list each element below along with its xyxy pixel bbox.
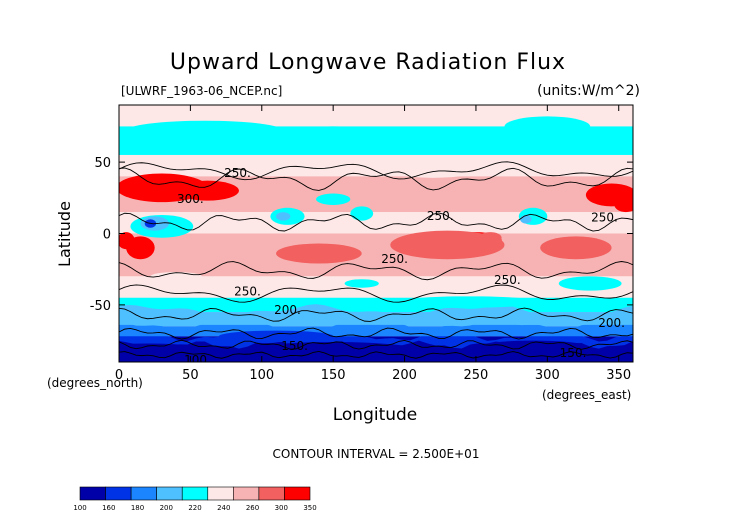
field-blob (390, 230, 505, 260)
x-axis-ticks: 0 50 100 150 200 250 300 350 (115, 105, 631, 383)
contour-label: 250. (427, 209, 454, 223)
field-band-edge (119, 304, 633, 325)
colorbar-swatch (105, 486, 132, 501)
field-blob (504, 116, 591, 137)
colorbar-level-label: 200 (160, 504, 173, 512)
field-blob (126, 120, 284, 141)
colorbar-swatch (258, 486, 285, 501)
field-blob (119, 343, 205, 358)
y-tick-label: 0 (103, 228, 111, 243)
y-unit-note: (degrees_north) (47, 376, 143, 390)
field-blob (614, 197, 633, 213)
field-blob (316, 193, 351, 205)
colorbar-level-label: 220 (188, 504, 201, 512)
plot-area: 250. 300. 250. 250. 250. 250. 250. 200. 200. 150.… (119, 105, 633, 367)
contour-label: 100. (184, 353, 211, 367)
field-blob (520, 214, 532, 224)
colorbar-level-label: 240 (217, 504, 230, 512)
x-unit-note: (degrees_east) (542, 388, 631, 402)
contour-line (119, 327, 633, 340)
colorbar-swatch (233, 486, 260, 501)
x-tick-label: 300 (535, 368, 560, 383)
colorbar-level-label: 180 (131, 504, 144, 512)
contour-lines (119, 161, 633, 359)
file-label: [ULWRF_1963-06_NCEP.nc] (121, 84, 282, 98)
contour-label: 250. (494, 273, 521, 287)
contour-label: 300. (177, 192, 204, 206)
contour-line (119, 284, 633, 303)
field-band (119, 276, 633, 298)
field-blob (176, 180, 239, 201)
x-axis-label: Longitude (333, 405, 418, 425)
colorbar-level-label: 100 (73, 504, 86, 512)
field-blob (350, 206, 374, 221)
x-tick-label: 100 (249, 368, 274, 383)
contour-label: 150. (281, 339, 308, 353)
contour-label: 250. (591, 210, 618, 224)
contour-line (119, 307, 633, 322)
colorbar-swatch (79, 486, 106, 501)
x-tick-label: 150 (321, 368, 346, 383)
contour-label: 150. (560, 346, 587, 360)
field-band (119, 105, 633, 127)
contour-label: 250. (224, 166, 251, 180)
field-blob (475, 340, 591, 355)
x-tick-label: 50 (182, 368, 199, 383)
field-blob (268, 126, 398, 150)
field-blob (575, 133, 633, 151)
x-tick-label: 200 (392, 368, 417, 383)
contour-line (119, 261, 633, 281)
field-blob (397, 296, 541, 308)
field-blob (558, 276, 622, 291)
colorbar-swatch (181, 486, 209, 501)
contour-line (119, 212, 633, 232)
contour-label: 250. (381, 252, 408, 266)
colorbar: 100 160 180 200 220 240 260 300 350 (73, 486, 317, 512)
contour-line (119, 339, 633, 350)
field-blob (344, 279, 379, 288)
y-tick-label: -50 (90, 299, 111, 314)
x-tick-label: 0 (115, 368, 123, 383)
field-blobs (119, 116, 633, 360)
contour-label: 250. (234, 285, 261, 299)
colorbar-level-label: 260 (246, 504, 259, 512)
contour-interval-note: CONTOUR INTERVAL = 2.500E+01 (273, 447, 480, 461)
colorbar-swatch (284, 486, 311, 501)
chart-title: Upward Longwave Radiation Flux (170, 50, 566, 75)
field-blob (390, 163, 476, 178)
field-blob (404, 132, 491, 147)
contour-line (119, 167, 633, 191)
colorbar-level-label: 160 (102, 504, 115, 512)
field-blob (276, 212, 291, 221)
x-tick-label: 250 (464, 368, 489, 383)
contour-line (119, 161, 633, 181)
field-blob (247, 342, 419, 360)
field-blob (218, 330, 334, 343)
y-tick-label: 50 (94, 156, 111, 171)
colorbar-swatch (156, 486, 183, 501)
colorbar-swatch (130, 486, 157, 501)
field-band (119, 212, 633, 234)
field-blob (119, 232, 135, 250)
contour-label: 200. (274, 303, 301, 317)
contour-label: 200. (598, 316, 625, 330)
field-blob (540, 236, 612, 260)
x-tick-label: 350 (606, 368, 631, 383)
contour-labels: 250. 300. 250. 250. 250. 250. 250. 200. 200. 150.… (177, 166, 625, 367)
field-blob (276, 243, 362, 264)
colorbar-swatch (207, 486, 234, 501)
units-label: (units:W/m^2) (537, 83, 640, 99)
colorbar-level-label: 350 (303, 504, 316, 512)
field-bands (119, 105, 633, 362)
colorbar-level-label: 300 (275, 504, 288, 512)
y-axis-ticks: -50 0 50 (90, 156, 633, 314)
field-band (119, 297, 633, 313)
y-axis-label: Latitude (55, 201, 74, 267)
field-blob (518, 163, 576, 175)
